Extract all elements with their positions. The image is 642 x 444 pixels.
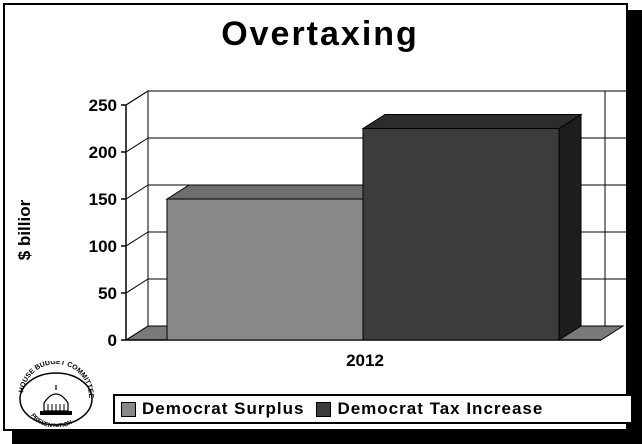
bar-top <box>361 114 583 129</box>
legend-item-surplus: Democrat Surplus <box>121 399 304 419</box>
bar <box>362 128 560 341</box>
gridline-diagonal <box>125 90 149 106</box>
x-category-label: 2012 <box>346 351 384 370</box>
house-budget-committee-seal-icon: HOUSE BUDGET COMMITTEE PRESENTATION <box>18 361 94 427</box>
legend-swatch-surplus <box>121 401 136 417</box>
gridline-diagonal <box>125 278 149 294</box>
y-tick-label: 200 <box>89 143 117 162</box>
legend-swatch-tax-increase <box>316 401 332 417</box>
frame-shadow-bottom <box>12 430 642 444</box>
y-tick-label: 100 <box>89 237 117 256</box>
gridline-diagonal <box>125 137 149 153</box>
y-tick-label: 0 <box>108 331 117 350</box>
chart-card: Overtaxing $ billior 0 50 100 150 200 250 2012… <box>3 3 633 431</box>
legend-label-tax-increase: Democrat Tax Increase <box>337 399 544 418</box>
gridline-diagonal <box>125 231 149 247</box>
legend-item-tax-increase: Democrat Tax Increase <box>316 399 543 419</box>
bar-side <box>558 113 582 341</box>
side-wall <box>125 90 149 341</box>
legend-label-surplus: Democrat Surplus <box>142 399 305 418</box>
chart-legend: Democrat Surplus Democrat Tax Increase <box>113 394 633 424</box>
bar <box>166 198 364 341</box>
y-tick-label: 150 <box>89 190 117 209</box>
chart-title: Overtaxing <box>221 15 419 53</box>
plot-area: 0 50 100 150 200 250 2012 <box>89 90 627 370</box>
y-tick-label: 250 <box>89 96 117 115</box>
gridline-diagonal <box>125 184 149 200</box>
y-tick-label: 50 <box>98 284 117 303</box>
bar-top <box>165 184 387 200</box>
frame-shadow-right <box>628 10 642 444</box>
